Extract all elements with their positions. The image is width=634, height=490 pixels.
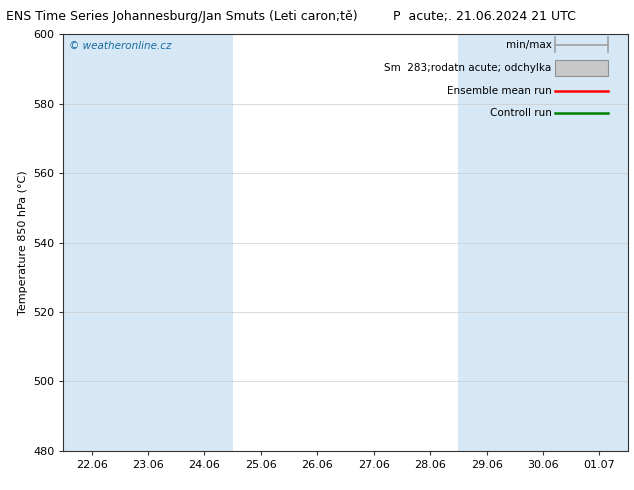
Bar [176, 34, 233, 451]
Bar [571, 34, 628, 451]
Y-axis label: Temperature 850 hPa (°C): Temperature 850 hPa (°C) [18, 170, 27, 315]
Text: P  acute;. 21.06.2024 21 UTC: P acute;. 21.06.2024 21 UTC [393, 10, 576, 23]
Text: Sm  283;rodatn acute; odchylka: Sm 283;rodatn acute; odchylka [384, 63, 552, 73]
Text: min/max: min/max [505, 40, 552, 49]
Text: Ensemble mean run: Ensemble mean run [447, 86, 552, 96]
Bar [515, 34, 571, 451]
Bar [63, 34, 120, 451]
Text: © weatheronline.cz: © weatheronline.cz [69, 41, 172, 50]
Text: ENS Time Series Johannesburg/Jan Smuts (Leti caron;tě): ENS Time Series Johannesburg/Jan Smuts (… [6, 10, 358, 23]
Bar [458, 34, 515, 451]
Bar [120, 34, 176, 451]
FancyBboxPatch shape [555, 60, 608, 75]
Text: Controll run: Controll run [489, 108, 552, 119]
